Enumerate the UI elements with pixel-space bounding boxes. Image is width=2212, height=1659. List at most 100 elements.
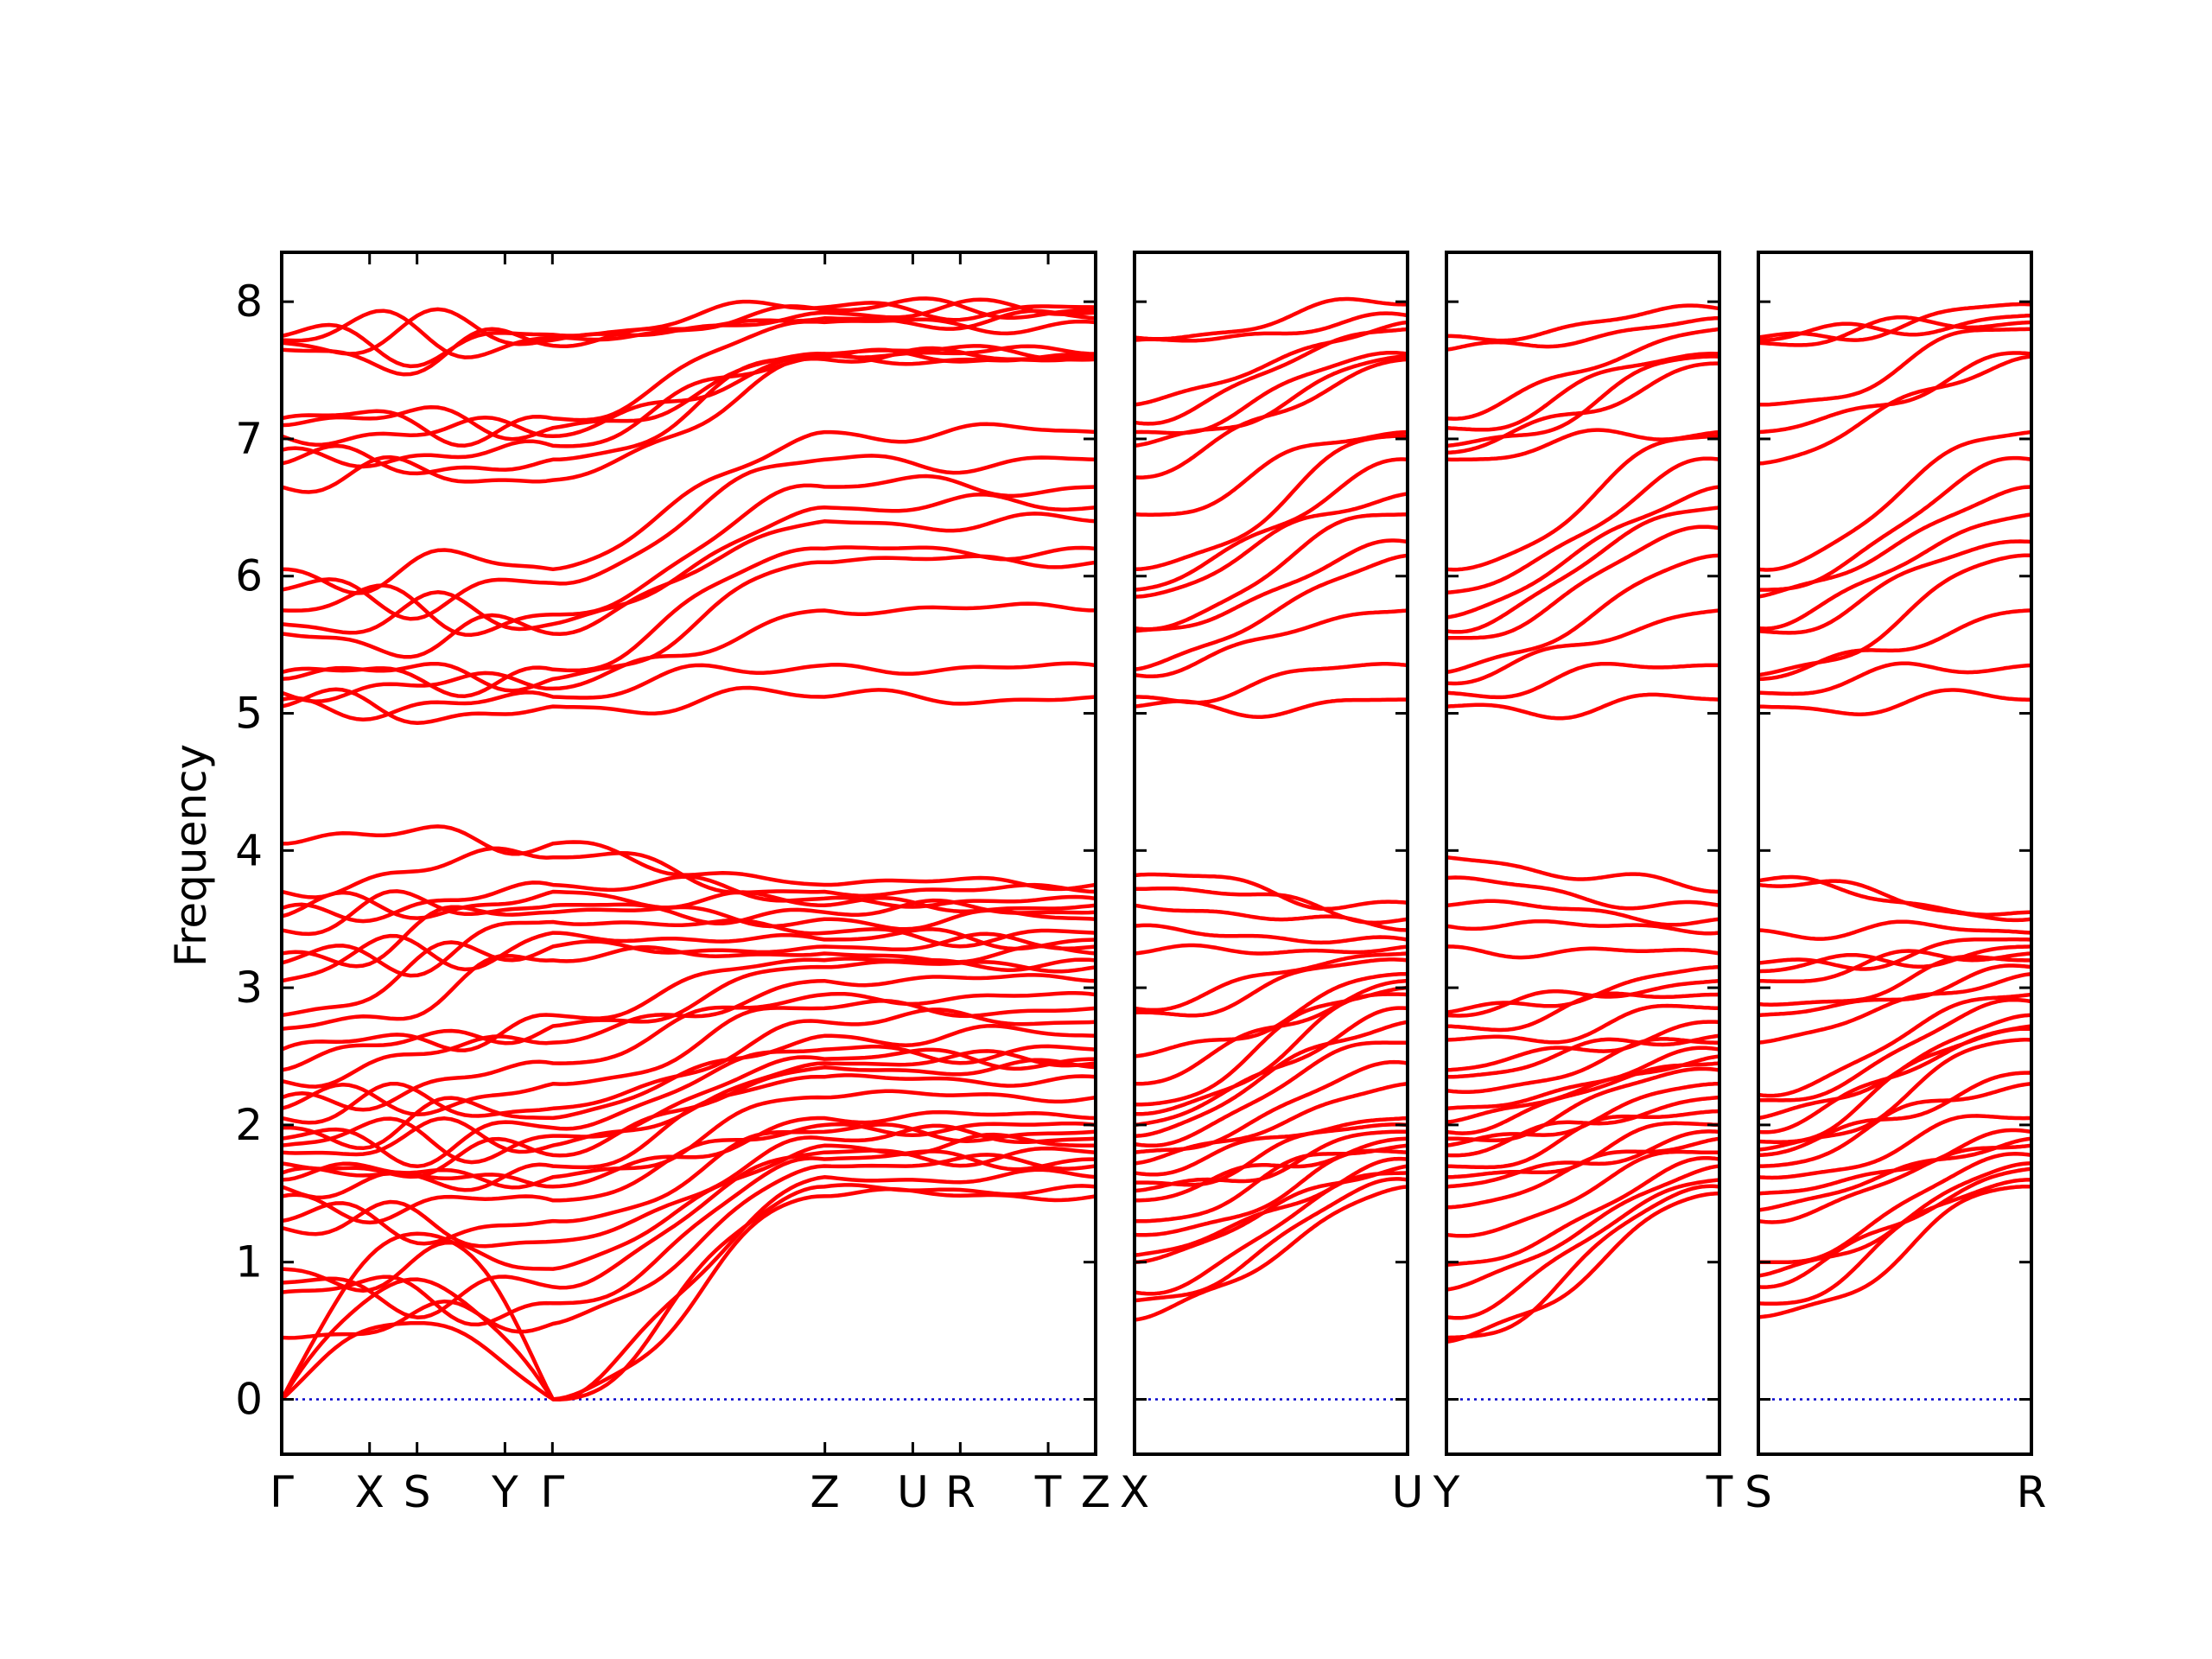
y-tick-label: 0 [235, 1374, 263, 1424]
phonon-band-line [1135, 492, 1408, 599]
phonon-band-line [1758, 455, 2031, 592]
phonon-band-line [1758, 879, 2031, 923]
panel-frame [1757, 251, 2033, 1456]
x-tick-label: U [897, 1467, 929, 1517]
phonon-band-line [1758, 992, 2031, 1098]
phonon-band-line [1758, 485, 2031, 599]
phonon-band-line [1446, 1003, 1719, 1045]
phonon-band-line [1446, 1020, 1719, 1072]
phonon-band-line [1135, 992, 1408, 1116]
phonon-band-line [282, 661, 1096, 721]
phonon-band-line [1758, 1071, 2031, 1158]
panel-frame [1133, 251, 1409, 1456]
phonon-band-line [1758, 608, 2031, 682]
phonon-band-line [282, 1153, 1096, 1340]
phonon-band-line [282, 1123, 1096, 1249]
phonon-band-line [1758, 1013, 2031, 1121]
phonon-band-line [1446, 1184, 1719, 1340]
phonon-band-line [1758, 963, 2031, 1018]
panel-frame [1445, 251, 1721, 1456]
phonon-band-line [282, 1186, 1096, 1402]
phonon-band-line [1135, 1129, 1408, 1193]
phonon-band-line [1758, 688, 2031, 716]
phonon-band-line [1446, 661, 1719, 700]
phonon-band-line [1446, 1178, 1719, 1320]
phonon-band-line [1758, 302, 2031, 342]
phonon-band-line [282, 973, 1096, 1089]
phonon-band-line [1135, 1177, 1408, 1303]
phonon-band-line [282, 512, 1096, 659]
phonon-band-line [1758, 351, 2031, 435]
x-tick-label: X [1120, 1467, 1149, 1517]
phonon-band-line [1135, 608, 1408, 679]
phonon-band-line [1135, 512, 1408, 632]
phonon-band-line [1135, 350, 1408, 435]
x-tick-label: Γ [540, 1467, 564, 1517]
phonon-band-line [1135, 662, 1408, 705]
phonon-band-line [1135, 1040, 1408, 1148]
y-tick-label: 1 [235, 1237, 263, 1287]
phonon-band-line [1446, 1149, 1719, 1238]
phonon-band-line [1446, 1054, 1719, 1124]
x-tick-label: R [945, 1467, 976, 1517]
phonon-band-line [282, 601, 1096, 703]
phonon-band-line [1446, 1155, 1719, 1268]
phonon-band-line [282, 1044, 1096, 1169]
phonon-band-line [1758, 1114, 2031, 1180]
phonon-band-line [282, 1146, 1096, 1319]
phonon-band-line [1758, 971, 2031, 1045]
phonon-band-line [1135, 923, 1408, 945]
phonon-band-line [282, 474, 1096, 637]
phonon-band-line [282, 1007, 1096, 1125]
phonon-band-line [282, 1089, 1096, 1190]
phonon-band-line [1135, 1136, 1408, 1203]
phonon-band-line [1758, 937, 2031, 971]
phonon-band-line [1446, 553, 1719, 675]
y-tick-label: 6 [235, 551, 263, 601]
phonon-band-line [1446, 608, 1719, 686]
phonon-band-line [1135, 1059, 1408, 1154]
phonon-band-line [1446, 354, 1719, 448]
phonon-band-line [1135, 1185, 1408, 1322]
y-tick-label: 7 [235, 414, 263, 464]
phonon-band-line [1758, 429, 2031, 572]
phonon-band-line [282, 999, 1096, 1117]
phonon-band-line [1758, 1166, 2031, 1289]
phonon-band-line [282, 927, 1096, 983]
phonon-band-line [282, 492, 1096, 635]
x-tick-label: Z [810, 1467, 840, 1517]
phonon-band-line [1135, 951, 1408, 1013]
phonon-band-line [1758, 539, 2031, 635]
phonon-band-line [1758, 919, 2031, 941]
phonon-band-line [1135, 311, 1408, 343]
phonon-band-line [282, 454, 1096, 621]
y-axis-label: Frequency [166, 744, 216, 967]
phonon-band-line [1135, 320, 1408, 407]
phonon-band-line [282, 1024, 1096, 1151]
phonon-band-line [282, 1047, 1096, 1165]
phonon-band-line [1135, 943, 1408, 956]
phonon-band-line [1135, 957, 1408, 1018]
x-tick-label: Z [1081, 1467, 1110, 1517]
phonon-band-line [282, 344, 1096, 442]
x-tick-label: Γ [270, 1467, 294, 1517]
phonon-band-line [1758, 1143, 2031, 1224]
phonon-band-line [1135, 1020, 1408, 1138]
phonon-band-line [282, 296, 1096, 359]
phonon-band-line [1446, 1095, 1719, 1158]
phonon-band-line [282, 545, 1096, 698]
phonon-band-line [1135, 985, 1408, 1107]
phonon-band-line [1758, 327, 2031, 407]
phonon-band-line [1446, 1033, 1719, 1079]
phonon-band-line [1446, 1037, 1719, 1095]
phonon-band-line [282, 317, 1096, 448]
y-tick-label: 2 [235, 1100, 263, 1150]
phonon-band-line [1446, 1066, 1719, 1143]
phonon-band-line [1758, 354, 2031, 466]
phonon-band-line [282, 846, 1096, 899]
phonon-band-line [1135, 872, 1408, 912]
phonon-band-line [1446, 1121, 1719, 1179]
